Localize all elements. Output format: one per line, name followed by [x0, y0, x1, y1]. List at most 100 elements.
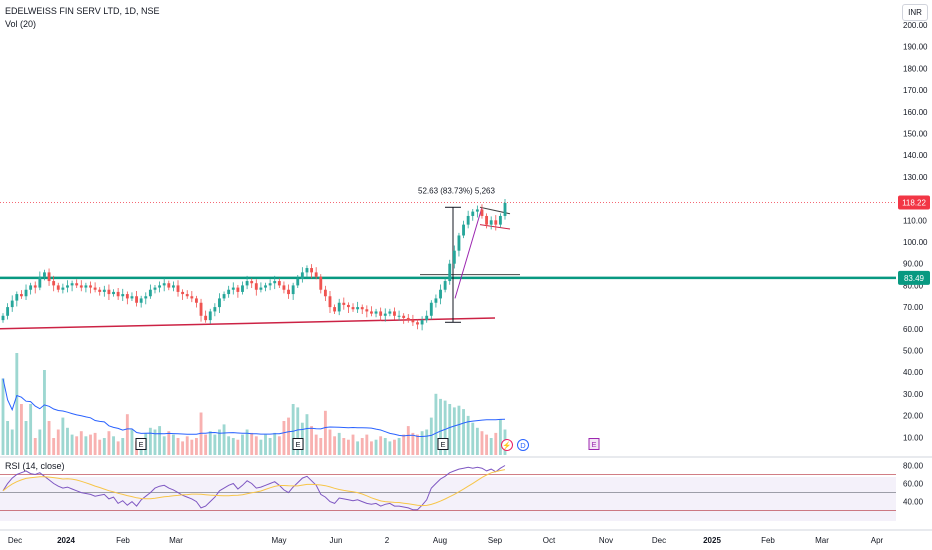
- candle-body: [61, 287, 65, 290]
- earnings-marker[interactable]: E: [437, 438, 449, 450]
- future-earnings-marker[interactable]: E: [588, 438, 600, 450]
- x-tick-label: Feb: [116, 536, 130, 545]
- x-tick-label: 2: [385, 536, 390, 545]
- rsi-background: [0, 477, 896, 521]
- y-tick-label: 50.00: [903, 347, 924, 356]
- level-price-tag-bg: [898, 270, 930, 285]
- x-tick-label: Aug: [433, 536, 447, 545]
- volume-bar: [333, 436, 337, 455]
- volume-bar: [98, 439, 102, 455]
- flag-bottom-line: [479, 224, 511, 230]
- candle-body: [346, 304, 350, 308]
- candle-body: [236, 287, 240, 292]
- volume-bar: [291, 404, 295, 455]
- x-tick-label: 2025: [703, 536, 721, 545]
- candle-body: [6, 307, 10, 316]
- y-tick-label: 160.00: [903, 108, 928, 117]
- volume-bar: [264, 434, 267, 455]
- candle-body: [416, 322, 419, 325]
- volume-bar: [227, 436, 231, 455]
- candle-body: [190, 296, 194, 299]
- candle-body: [15, 294, 19, 301]
- volume-bar: [75, 436, 79, 455]
- candle-body: [393, 311, 396, 316]
- earnings-marker[interactable]: E: [135, 438, 147, 450]
- candles-layer: [1, 199, 507, 331]
- rsi-label: RSI (14, close): [5, 461, 65, 471]
- volume-bar: [29, 404, 33, 455]
- volume-bar: [485, 434, 489, 455]
- candle-body: [503, 202, 507, 216]
- candle-body: [171, 285, 175, 288]
- volume-bar: [305, 414, 309, 455]
- volume-bar: [218, 429, 221, 455]
- volume-bar: [93, 432, 97, 455]
- volume-bar: [475, 427, 479, 455]
- rsi-tick-label: 40.00: [903, 498, 924, 507]
- candle-body: [434, 298, 438, 303]
- split-marker-shape: [501, 439, 513, 451]
- volume-bar: [457, 405, 461, 455]
- candle-body: [379, 311, 383, 316]
- volume-label: Vol (20): [5, 19, 37, 29]
- currency-button[interactable]: INR: [902, 4, 928, 21]
- dividend-marker[interactable]: D: [517, 439, 529, 451]
- split-marker[interactable]: ⚡: [501, 439, 513, 451]
- candle-body: [158, 285, 162, 288]
- volume-bar: [259, 439, 263, 455]
- x-tick-label: Jun: [330, 536, 343, 545]
- volume-bar: [337, 432, 341, 455]
- candle-body: [457, 235, 461, 251]
- volume-bar: [61, 417, 65, 455]
- volume-bar: [429, 417, 433, 455]
- volume-bar: [153, 429, 157, 455]
- candle-body: [466, 215, 470, 225]
- y-tick-label: 170.00: [903, 86, 928, 95]
- candle-body: [485, 215, 489, 225]
- candle-body: [181, 291, 185, 295]
- volume-bar: [328, 429, 332, 455]
- candle-body: [310, 268, 313, 273]
- x-tick-label: Sep: [488, 536, 503, 545]
- candle-body: [199, 302, 203, 316]
- rsi-layer: [0, 465, 896, 512]
- volume-bar: [351, 434, 355, 455]
- volume-bar: [425, 429, 429, 455]
- symbol-title[interactable]: EDELWEISS FIN SERV LTD, 1D, NSE: [5, 6, 160, 16]
- volume-bar: [181, 441, 185, 455]
- volume-bar: [452, 407, 456, 455]
- volume-bar: [199, 412, 203, 455]
- candle-body: [79, 285, 83, 288]
- volume-bar: [273, 432, 277, 455]
- candle-body: [130, 296, 134, 299]
- y-tick-label: 30.00: [903, 390, 924, 399]
- x-tick-label: Mar: [169, 536, 183, 545]
- candle-body: [195, 298, 198, 303]
- volume-bar: [254, 436, 258, 455]
- volume-bar: [439, 398, 442, 455]
- candle-body: [259, 287, 263, 290]
- volume-bar: [231, 438, 235, 455]
- x-tick-label: 2024: [57, 536, 75, 545]
- volume-bar: [314, 434, 318, 455]
- event-markers[interactable]: E E E ⚡ D E: [135, 438, 600, 451]
- candle-body: [300, 272, 304, 279]
- volume-bar: [10, 429, 14, 455]
- earnings-marker[interactable]: E: [292, 438, 304, 450]
- volume-bar: [121, 438, 125, 455]
- rsi-tick-label: 60.00: [903, 480, 924, 489]
- volume-bar: [323, 410, 327, 455]
- candle-body: [241, 285, 244, 292]
- candle-body: [287, 289, 290, 295]
- dividend-marker-shape: [517, 439, 529, 451]
- candle-body: [342, 302, 346, 305]
- y-tick-label: 100.00: [903, 238, 928, 247]
- candle-body: [282, 285, 286, 290]
- candle-body: [273, 281, 277, 284]
- volume-bar: [125, 414, 129, 455]
- y-tick-label: 70.00: [903, 303, 924, 312]
- candle-body: [370, 311, 373, 314]
- volume-bar: [250, 432, 254, 455]
- volume-bar: [277, 436, 281, 455]
